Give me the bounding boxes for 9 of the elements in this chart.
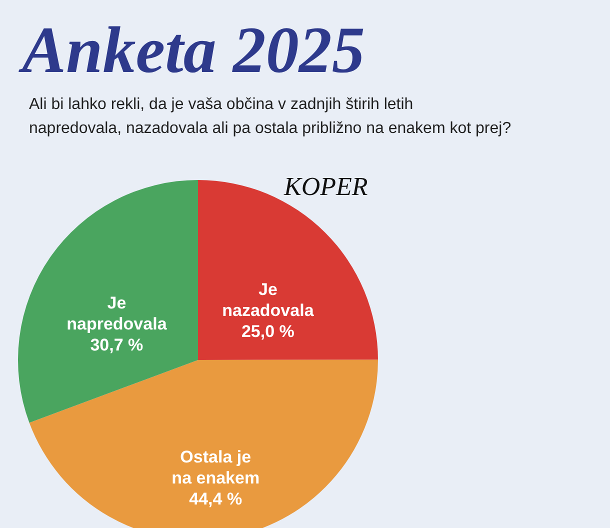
chart-title: Anketa 2025 bbox=[18, 14, 365, 87]
slice-label: Je napredovala bbox=[66, 294, 168, 334]
text: KOPER bbox=[283, 172, 368, 201]
slice-label: Je nazadovala bbox=[222, 280, 314, 320]
slice-label: Ostala je na enakem bbox=[172, 447, 260, 488]
data-label: 30,7 % bbox=[90, 336, 144, 355]
data-label: 44,4 % bbox=[189, 489, 242, 508]
chart-subtitle: Ali bi lahko rekli, da je vaša občina v zadnjih štirih letih napredovala, nazadovala ali pa ostala približno na enakem kot prej? bbox=[29, 96, 512, 137]
data-label: 25,0 % bbox=[241, 322, 294, 341]
